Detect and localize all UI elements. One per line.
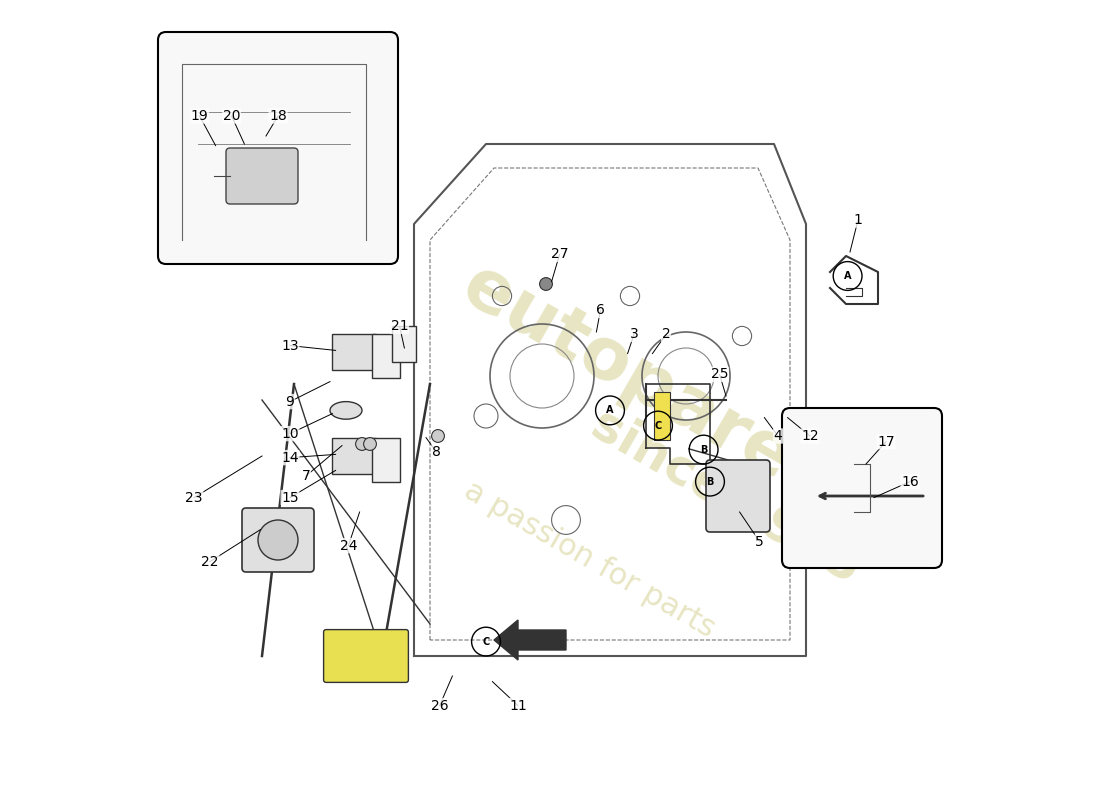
Polygon shape [654, 392, 670, 440]
Circle shape [431, 430, 444, 442]
Text: 12: 12 [801, 429, 818, 443]
Text: a passion for parts: a passion for parts [460, 476, 720, 644]
Text: 18: 18 [270, 109, 287, 123]
Text: 19: 19 [190, 109, 209, 123]
FancyArrow shape [494, 620, 566, 660]
Text: since 1985: since 1985 [583, 399, 869, 593]
FancyBboxPatch shape [323, 630, 408, 682]
FancyBboxPatch shape [706, 460, 770, 532]
Text: 17: 17 [877, 434, 894, 449]
Text: 5: 5 [756, 534, 764, 549]
Text: 27: 27 [551, 247, 569, 262]
FancyBboxPatch shape [393, 326, 416, 362]
Circle shape [364, 438, 376, 450]
Text: 25: 25 [711, 367, 728, 382]
Circle shape [355, 438, 368, 450]
Text: B: B [706, 477, 714, 486]
Text: 6: 6 [596, 303, 605, 318]
Text: 2: 2 [661, 327, 670, 342]
Circle shape [540, 278, 552, 290]
Text: 15: 15 [282, 490, 299, 505]
Text: 7: 7 [301, 469, 310, 483]
FancyBboxPatch shape [226, 148, 298, 204]
Text: 20: 20 [223, 109, 240, 123]
Text: 10: 10 [282, 426, 299, 441]
Text: 9: 9 [286, 394, 295, 409]
Text: 22: 22 [201, 554, 219, 569]
FancyBboxPatch shape [158, 32, 398, 264]
FancyBboxPatch shape [373, 334, 399, 378]
Text: B: B [700, 445, 707, 454]
FancyBboxPatch shape [332, 334, 375, 370]
Text: 21: 21 [390, 319, 408, 334]
Text: 1: 1 [854, 213, 862, 227]
FancyBboxPatch shape [782, 408, 942, 568]
Ellipse shape [330, 402, 362, 419]
Text: C: C [483, 637, 490, 646]
FancyBboxPatch shape [332, 438, 375, 474]
Text: A: A [606, 406, 614, 415]
Text: 23: 23 [185, 490, 202, 505]
Text: 24: 24 [340, 538, 358, 553]
Text: 14: 14 [282, 450, 299, 465]
Circle shape [258, 520, 298, 560]
Text: 8: 8 [432, 445, 441, 459]
FancyBboxPatch shape [242, 508, 314, 572]
Text: 16: 16 [901, 474, 918, 489]
Text: A: A [844, 271, 851, 281]
Text: 4: 4 [773, 429, 782, 443]
Text: eutopares: eutopares [450, 251, 842, 517]
Text: 3: 3 [629, 327, 638, 342]
Text: 13: 13 [282, 338, 299, 353]
Text: 11: 11 [509, 698, 527, 713]
FancyBboxPatch shape [373, 438, 399, 482]
Text: C: C [654, 421, 661, 430]
Text: 26: 26 [431, 698, 449, 713]
